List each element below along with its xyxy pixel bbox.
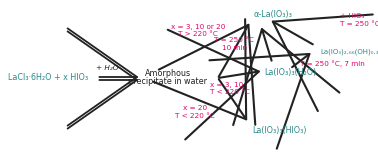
Text: + HIO₃
T = 250 °C, 20 min: + HIO₃ T = 250 °C, 20 min [340, 13, 378, 27]
Text: LaCl₃·6H₂O + x HIO₃: LaCl₃·6H₂O + x HIO₃ [8, 73, 88, 83]
Text: La(IO₃)₃(H₂O): La(IO₃)₃(H₂O) [264, 68, 316, 76]
Text: precipitate in water: precipitate in water [129, 78, 208, 86]
Text: x = 20
T < 220 °C: x = 20 T < 220 °C [175, 105, 215, 119]
Text: T = 250 °C
10 min: T = 250 °C 10 min [214, 37, 254, 51]
Text: α-La(IO₃)₃: α-La(IO₃)₃ [253, 10, 292, 19]
Text: + H₂O: + H₂O [96, 65, 118, 71]
Text: Amorphous: Amorphous [145, 70, 191, 78]
Text: La(IO₃)₂.₆₆(OH)₀.₃₃: La(IO₃)₂.₆₆(OH)₀.₃₃ [320, 49, 378, 55]
Text: x = 3, 10 or 20
T > 220 °C: x = 3, 10 or 20 T > 220 °C [171, 24, 225, 37]
Text: T = 250 °C, 7 min: T = 250 °C, 7 min [300, 61, 365, 67]
Text: La(IO₃)₃(HIO₃): La(IO₃)₃(HIO₃) [252, 125, 307, 134]
Text: x = 3, 10
T < 220 °C: x = 3, 10 T < 220 °C [210, 81, 250, 95]
